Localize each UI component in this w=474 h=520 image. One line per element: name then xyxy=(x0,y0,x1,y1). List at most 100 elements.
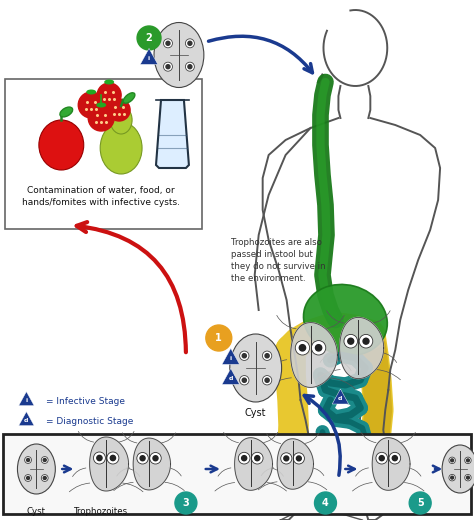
Circle shape xyxy=(164,39,173,48)
Text: i: i xyxy=(148,56,150,61)
Circle shape xyxy=(265,378,269,382)
Text: 2: 2 xyxy=(146,33,153,43)
Circle shape xyxy=(166,41,170,45)
Polygon shape xyxy=(222,348,239,365)
Polygon shape xyxy=(140,48,158,64)
Circle shape xyxy=(41,457,48,463)
Ellipse shape xyxy=(154,22,204,87)
Circle shape xyxy=(242,354,246,358)
Circle shape xyxy=(255,456,260,461)
Circle shape xyxy=(265,354,269,358)
Circle shape xyxy=(88,105,114,131)
Polygon shape xyxy=(277,439,313,489)
Text: Cyst: Cyst xyxy=(245,408,266,418)
Text: 4: 4 xyxy=(322,498,329,508)
Ellipse shape xyxy=(104,80,114,85)
Ellipse shape xyxy=(96,102,106,108)
Circle shape xyxy=(188,64,192,69)
Circle shape xyxy=(449,457,456,464)
Polygon shape xyxy=(133,438,171,490)
Circle shape xyxy=(344,334,357,348)
Circle shape xyxy=(188,41,192,45)
Circle shape xyxy=(376,452,388,464)
Circle shape xyxy=(451,459,454,462)
Circle shape xyxy=(348,338,354,344)
Circle shape xyxy=(43,476,46,479)
Circle shape xyxy=(363,338,369,344)
Circle shape xyxy=(137,452,148,464)
Polygon shape xyxy=(235,438,273,490)
Circle shape xyxy=(315,492,337,514)
Circle shape xyxy=(242,456,246,461)
FancyBboxPatch shape xyxy=(3,434,471,514)
Circle shape xyxy=(41,475,48,482)
Polygon shape xyxy=(372,438,410,490)
Circle shape xyxy=(359,334,373,348)
Circle shape xyxy=(166,64,170,69)
Ellipse shape xyxy=(39,120,84,170)
Polygon shape xyxy=(222,368,239,384)
Circle shape xyxy=(97,83,121,107)
Ellipse shape xyxy=(123,93,135,103)
Text: Trophozoites are also
passed in stool but
they do not survive in
the environment: Trophozoites are also passed in stool bu… xyxy=(231,238,325,283)
Circle shape xyxy=(281,453,292,464)
Circle shape xyxy=(185,39,194,48)
Circle shape xyxy=(451,476,454,479)
Circle shape xyxy=(240,375,249,385)
Ellipse shape xyxy=(303,284,387,356)
Circle shape xyxy=(284,456,289,461)
Text: d: d xyxy=(338,396,343,401)
Polygon shape xyxy=(340,317,383,379)
Circle shape xyxy=(140,456,145,461)
Circle shape xyxy=(93,452,105,464)
Circle shape xyxy=(43,459,46,462)
Circle shape xyxy=(263,351,272,360)
Text: Contamination of water, food, or
hands/fomites with infective cysts.: Contamination of water, food, or hands/f… xyxy=(22,186,180,207)
Text: = Diagnostic Stage: = Diagnostic Stage xyxy=(46,417,134,425)
Circle shape xyxy=(465,457,471,464)
Circle shape xyxy=(251,452,263,464)
Circle shape xyxy=(107,452,119,464)
Circle shape xyxy=(108,99,130,121)
Circle shape xyxy=(392,456,397,461)
Circle shape xyxy=(25,457,31,463)
Circle shape xyxy=(293,453,304,464)
Circle shape xyxy=(466,476,469,479)
Circle shape xyxy=(164,62,173,71)
Polygon shape xyxy=(90,437,128,491)
Circle shape xyxy=(25,475,31,482)
Circle shape xyxy=(449,474,456,481)
Ellipse shape xyxy=(230,334,282,402)
Circle shape xyxy=(409,492,431,514)
Circle shape xyxy=(185,62,194,71)
Ellipse shape xyxy=(60,107,73,117)
Polygon shape xyxy=(19,412,34,425)
Circle shape xyxy=(137,26,161,50)
Circle shape xyxy=(299,345,306,351)
Ellipse shape xyxy=(110,106,132,134)
Ellipse shape xyxy=(100,122,142,174)
Polygon shape xyxy=(291,322,337,387)
Circle shape xyxy=(78,92,104,118)
Ellipse shape xyxy=(18,444,55,494)
Circle shape xyxy=(153,456,158,461)
Circle shape xyxy=(316,345,322,351)
Circle shape xyxy=(263,375,272,385)
Text: = Infective Stage: = Infective Stage xyxy=(46,397,125,406)
Circle shape xyxy=(175,492,197,514)
Circle shape xyxy=(110,456,116,461)
Text: i: i xyxy=(25,398,27,403)
Ellipse shape xyxy=(442,445,474,493)
Circle shape xyxy=(240,351,249,360)
Circle shape xyxy=(97,456,102,461)
Circle shape xyxy=(150,452,161,464)
Text: Cyst: Cyst xyxy=(27,507,46,516)
Circle shape xyxy=(389,452,401,464)
Circle shape xyxy=(465,474,471,481)
Text: 3: 3 xyxy=(182,498,189,508)
Polygon shape xyxy=(332,389,349,404)
Circle shape xyxy=(311,341,326,355)
Circle shape xyxy=(206,325,232,351)
Circle shape xyxy=(295,341,310,355)
Text: 1: 1 xyxy=(216,333,222,343)
